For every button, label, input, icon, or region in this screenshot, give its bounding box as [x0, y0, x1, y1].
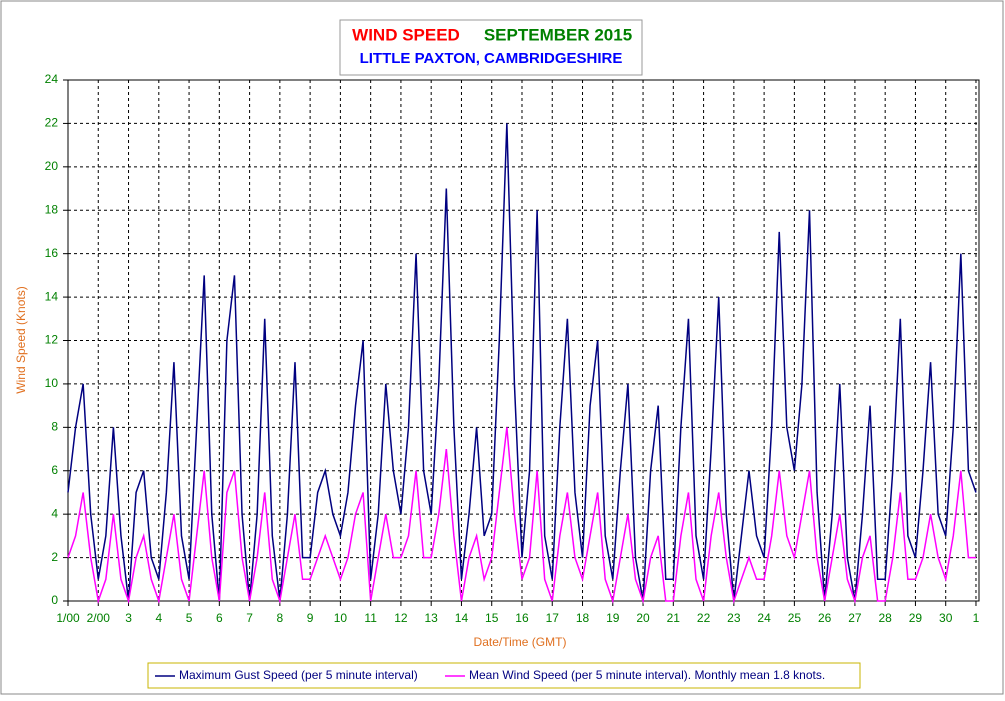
- y-tick-label: 0: [51, 593, 58, 607]
- x-tick-label: 19: [606, 611, 620, 625]
- x-tick-label: 17: [546, 611, 560, 625]
- x-tick-label: 9: [307, 611, 314, 625]
- x-tick-label: 15: [485, 611, 499, 625]
- title-box: [339, 19, 643, 76]
- y-tick-label: 24: [45, 72, 59, 86]
- x-tick-label: 6: [216, 611, 223, 625]
- chart-subtitle: LITTLE PAXTON, CAMBRIDGESHIRE: [360, 50, 623, 67]
- x-tick-label: 29: [909, 611, 923, 625]
- y-tick-label: 14: [45, 289, 59, 303]
- legend-label: Mean Wind Speed (per 5 minute interval).…: [469, 668, 825, 682]
- x-tick-label: 16: [515, 611, 529, 625]
- y-tick-label: 10: [45, 376, 59, 390]
- y-tick-label: 16: [45, 246, 59, 260]
- x-tick-label: 4: [155, 611, 162, 625]
- x-tick-label: 5: [186, 611, 193, 625]
- y-tick-label: 18: [45, 202, 59, 216]
- x-tick-label: 20: [636, 611, 650, 625]
- x-tick-label: 2/00: [87, 611, 111, 625]
- x-tick-label: 11: [364, 611, 377, 625]
- y-tick-label: 6: [51, 463, 58, 477]
- x-tick-label: 27: [848, 611, 862, 625]
- x-tick-label: 10: [334, 611, 348, 625]
- x-tick-label: 23: [727, 611, 741, 625]
- x-tick-label: 21: [667, 611, 681, 625]
- y-tick-label: 2: [51, 550, 58, 564]
- series-line: [67, 427, 976, 604]
- chart-title: WIND SPEED: [352, 25, 460, 44]
- x-tick-label: 1: [973, 611, 980, 625]
- x-tick-label: 18: [576, 611, 590, 625]
- x-tick-label: 25: [788, 611, 802, 625]
- x-tick-label: 26: [818, 611, 832, 625]
- y-tick-label: 20: [45, 159, 59, 173]
- x-axis-label: Date/Time (GMT): [474, 635, 567, 649]
- y-tick-label: 4: [51, 506, 58, 520]
- x-tick-label: 14: [455, 611, 469, 625]
- x-tick-label: 24: [757, 611, 771, 625]
- x-tick-label: 12: [394, 611, 408, 625]
- y-tick-label: 22: [45, 116, 59, 130]
- x-tick-label: 28: [878, 611, 892, 625]
- x-tick-label: 1/00: [56, 611, 80, 625]
- x-tick-label: 22: [697, 611, 711, 625]
- y-axis-label: Wind Speed (Knots): [14, 286, 28, 393]
- x-tick-label: 13: [425, 611, 439, 625]
- y-tick-label: 12: [45, 333, 59, 347]
- y-tick-label: 8: [51, 420, 58, 434]
- x-tick-label: 3: [125, 611, 132, 625]
- legend-label: Maximum Gust Speed (per 5 minute interva…: [179, 668, 418, 682]
- chart-title-month: SEPTEMBER 2015: [484, 25, 632, 44]
- x-tick-label: 30: [939, 611, 953, 625]
- x-tick-label: 8: [277, 611, 284, 625]
- legend: [147, 662, 861, 689]
- x-tick-label: 7: [246, 611, 253, 625]
